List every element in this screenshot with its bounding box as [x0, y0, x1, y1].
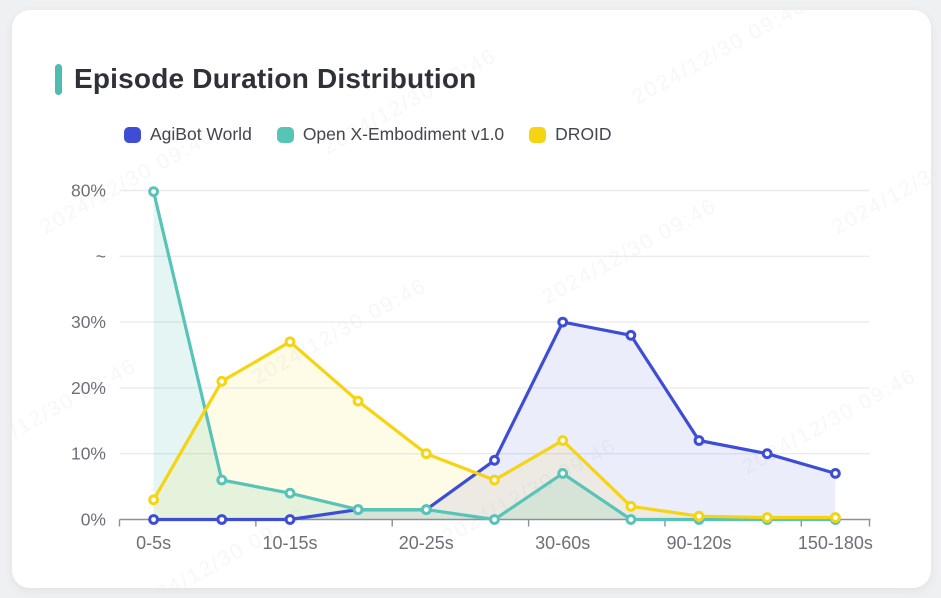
data-point-Open X-Embodiment v1.0-3[interactable] — [352, 504, 364, 516]
data-point-DROID-3[interactable] — [352, 395, 364, 407]
legend-color-chip — [276, 126, 294, 143]
data-point-Open X-Embodiment v1.0-5[interactable] — [489, 514, 500, 525]
data-point-AgiBot World-2[interactable] — [284, 514, 296, 525]
data-point-DROID-7[interactable] — [625, 500, 637, 512]
data-point-Open X-Embodiment v1.0-0[interactable] — [148, 186, 160, 198]
data-point-Open X-Embodiment v1.0-1[interactable] — [216, 474, 228, 486]
legend-item-agibot-world[interactable]: AgiBot World — [124, 124, 252, 145]
data-point-DROID-6[interactable] — [557, 435, 569, 446]
legend-color-chip — [124, 126, 141, 143]
data-point-AgiBot World-1[interactable] — [216, 514, 228, 525]
x-axis-label-10-15s: 10-15s — [262, 533, 317, 553]
data-point-Open X-Embodiment v1.0-4[interactable] — [420, 504, 432, 516]
data-point-DROID-1[interactable] — [216, 375, 228, 387]
title-accent-bar — [55, 63, 62, 95]
legend-label: Open X-Embodiment v1.0 — [302, 124, 505, 144]
legend-label: AgiBot World — [150, 124, 252, 144]
x-axis-label-90-120s: 90-120s — [666, 533, 731, 553]
data-point-DROID-2[interactable] — [284, 336, 296, 348]
legend-item-droid[interactable]: DROID — [529, 124, 612, 145]
data-point-AgiBot World-8[interactable] — [693, 435, 705, 446]
data-point-DROID-9[interactable] — [761, 512, 773, 523]
data-point-DROID-0[interactable] — [148, 494, 160, 506]
data-point-DROID-8[interactable] — [693, 510, 705, 522]
data-point-AgiBot World-10[interactable] — [830, 468, 841, 479]
y-axis-label-~: ~ — [96, 246, 106, 266]
data-point-DROID-10[interactable] — [830, 512, 841, 523]
chart-title: Episode Duration Distribution — [74, 63, 477, 94]
data-point-Open X-Embodiment v1.0-2[interactable] — [284, 487, 296, 499]
x-axis-label-20-25s: 20-25s — [399, 533, 454, 553]
data-point-AgiBot World-6[interactable] — [557, 316, 569, 328]
area-Open X-Embodiment v1.0 — [153, 191, 836, 520]
y-axis-label-10%: 10% — [71, 444, 106, 464]
area-DROID — [153, 341, 836, 520]
legend-item-open-x-embodiment-v1-0[interactable]: Open X-Embodiment v1.0 — [276, 124, 505, 145]
area-AgiBot World — [153, 322, 836, 520]
y-axis-label-30%: 30% — [71, 312, 106, 332]
chart-card: 2024/12/30 09:46 2024/12/30 09:46 2024/12/… — [12, 10, 931, 588]
x-axis-label-30-60s: 30-60s — [535, 533, 590, 553]
data-point-Open X-Embodiment v1.0-7[interactable] — [625, 514, 637, 525]
data-point-AgiBot World-5[interactable] — [489, 454, 500, 466]
data-point-AgiBot World-7[interactable] — [625, 329, 637, 341]
x-axis-label-0-5s: 0-5s — [136, 533, 171, 553]
data-point-Open X-Embodiment v1.0-6[interactable] — [557, 468, 569, 479]
data-point-AgiBot World-9[interactable] — [761, 448, 773, 460]
y-axis-label-80%: 80% — [71, 181, 106, 201]
data-point-AgiBot World-0[interactable] — [148, 514, 160, 525]
title-row: Episode Duration Distribution — [55, 63, 476, 95]
data-point-DROID-4[interactable] — [420, 448, 432, 460]
y-axis-label-0%: 0% — [81, 510, 106, 530]
data-point-DROID-5[interactable] — [489, 474, 500, 486]
x-axis-label-150-180s: 150-180s — [798, 533, 873, 553]
legend: AgiBot World Open X-Embodiment v1.0 DROID — [124, 124, 612, 145]
y-axis-label-20%: 20% — [71, 378, 106, 398]
legend-label: DROID — [555, 124, 612, 144]
legend-color-chip — [529, 126, 547, 143]
